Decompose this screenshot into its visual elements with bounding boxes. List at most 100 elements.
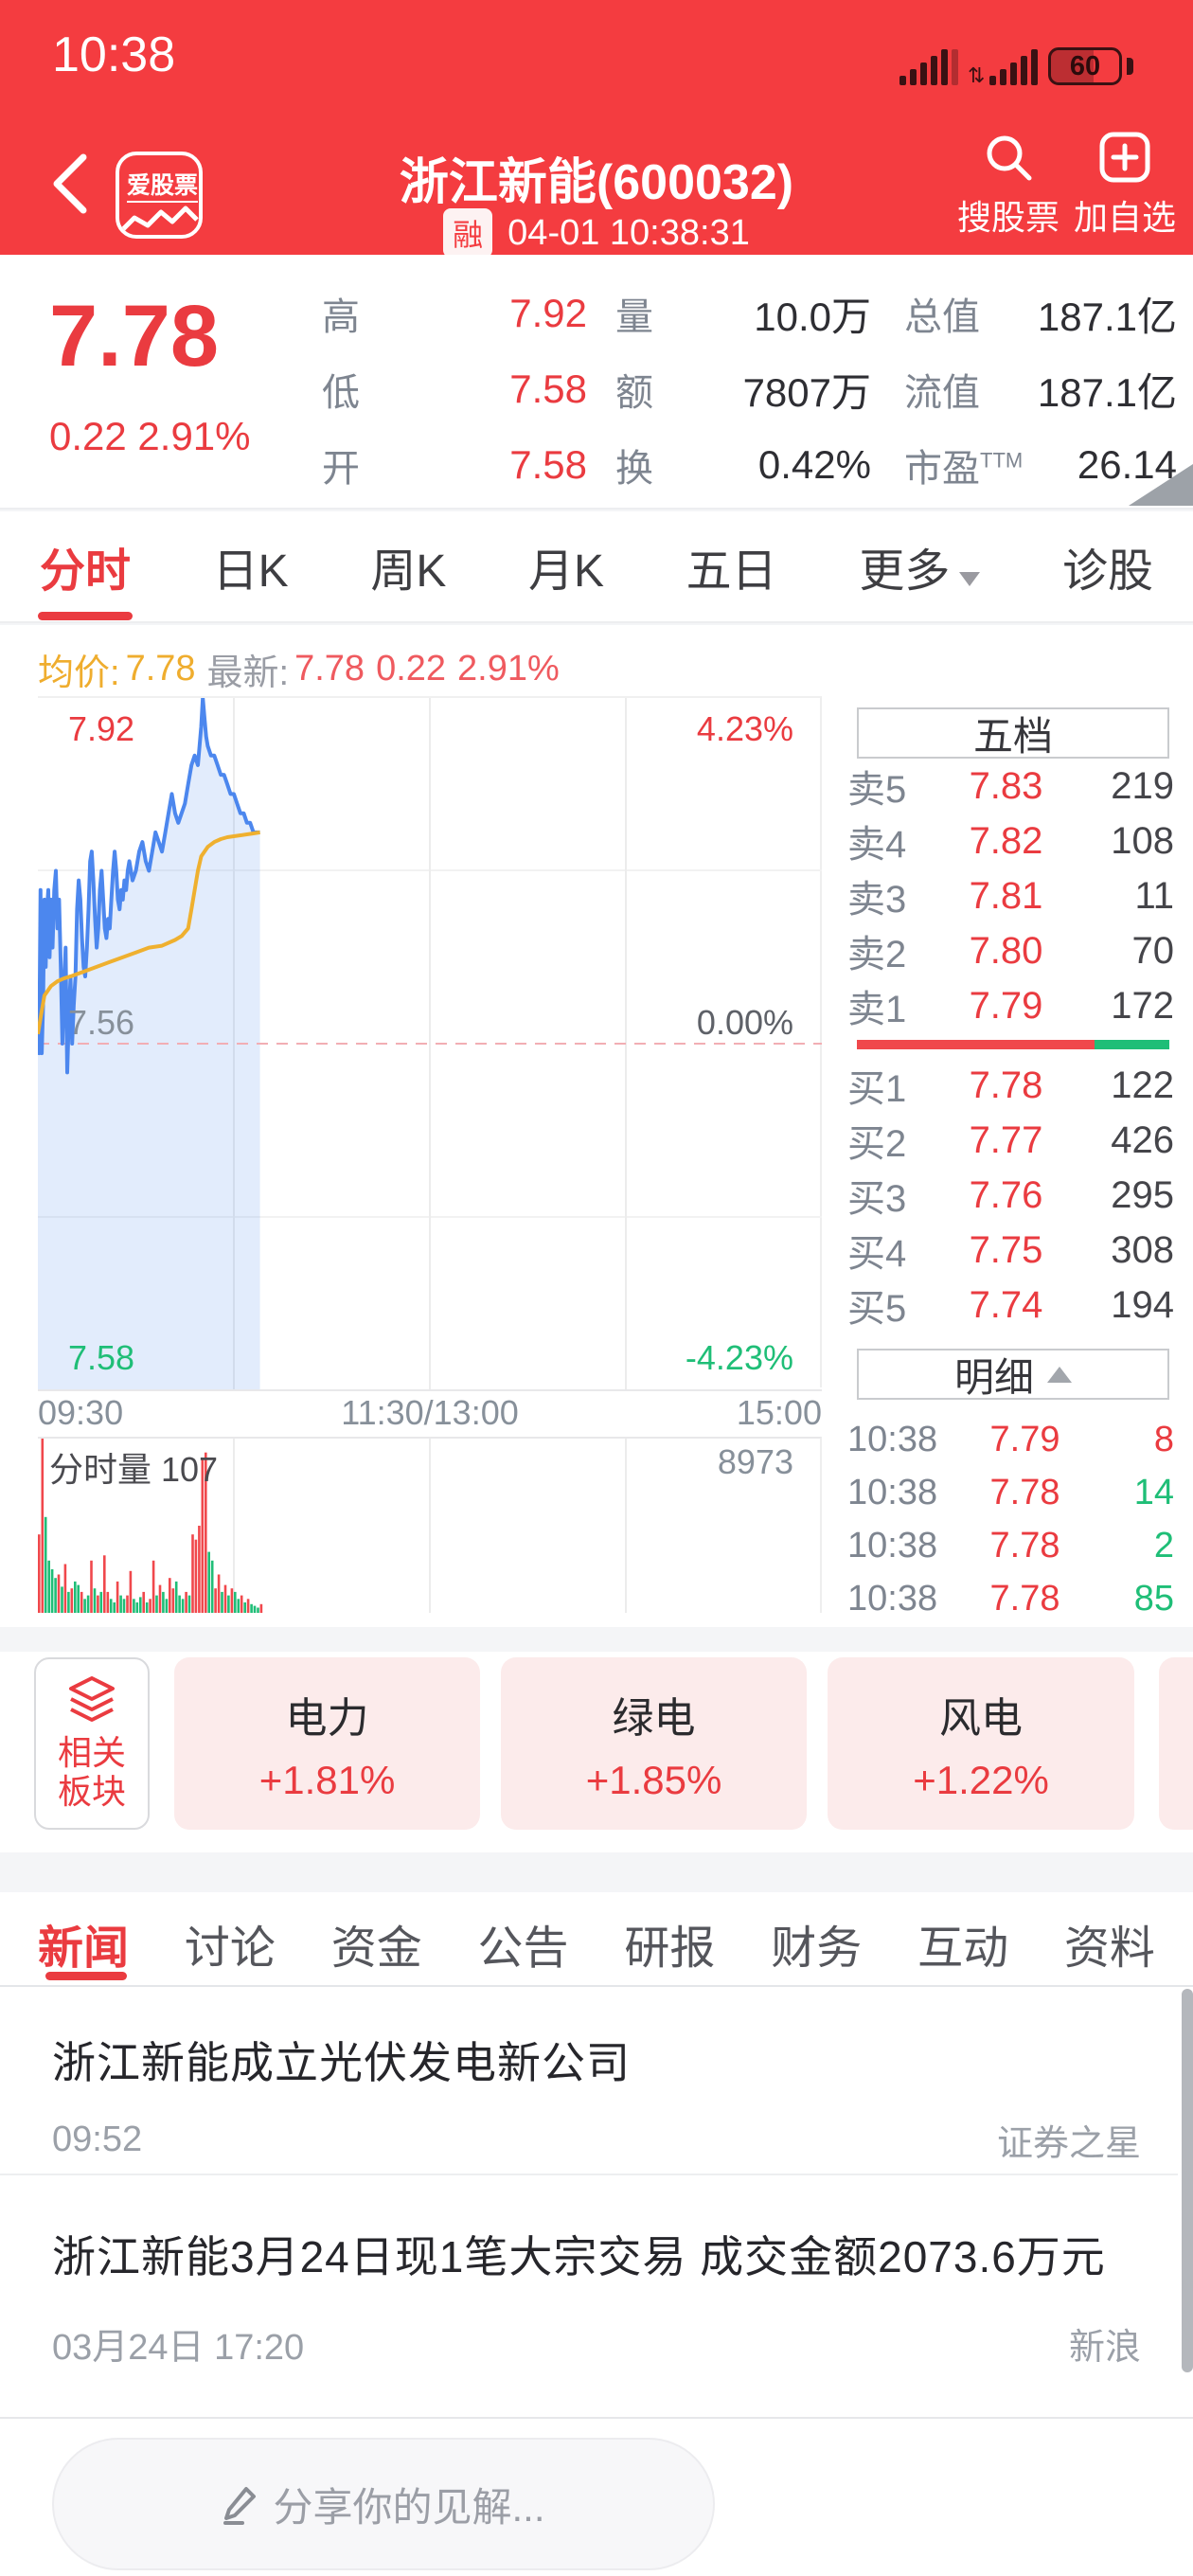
buy-level-row[interactable]: 买1 7.78 122 <box>847 1064 1174 1111</box>
related-sectors-label: 相关 板块 <box>57 1732 126 1811</box>
stat-high: 高 7.92 <box>322 291 587 338</box>
buy-level-row[interactable]: 买2 7.77 426 <box>847 1118 1174 1166</box>
comment-input[interactable]: 分享你的见解... <box>52 2438 715 2570</box>
add-watchlist-label: 加自选 <box>1073 198 1176 237</box>
news-item[interactable]: 浙江新能3月24日现1笔大宗交易 成交金额2073.6万元 03月24日 17:… <box>52 2232 1141 2368</box>
volume-pane[interactable]: 分时量 107 8973 <box>38 1437 822 1613</box>
news-tab-underline <box>45 1972 127 1980</box>
trade-detail-row: 10:38 7.78 14 <box>847 1472 1174 1512</box>
quote-datetime: 04-01 10:38:31 <box>507 212 750 253</box>
stat-marketcap: 总值 187.1亿 <box>904 294 1177 339</box>
tab-weekly-k[interactable]: 周K <box>370 546 447 597</box>
time-label-close: 15:00 <box>736 1393 822 1432</box>
sell-level-row[interactable]: 卖4 7.82 108 <box>847 819 1174 867</box>
page-title: 浙江新能(600032) <box>399 155 794 210</box>
order-book-header[interactable]: 五档 <box>857 707 1169 759</box>
margin-badge: 融 <box>443 208 493 258</box>
price-change: 0.22 2.91% <box>49 414 251 458</box>
sector-card-green-power[interactable]: 绿电 +1.85% <box>501 1657 807 1830</box>
add-watchlist-button[interactable]: 加自选 <box>1068 131 1182 240</box>
news-tab-funds[interactable]: 资金 <box>330 1923 422 1974</box>
chart-low-pct-label: -4.23% <box>685 1338 793 1377</box>
tab-five-day[interactable]: 五日 <box>686 546 777 597</box>
search-label: 搜股票 <box>956 198 1059 237</box>
signal-icon <box>899 47 958 85</box>
chevron-down-icon <box>959 572 981 586</box>
current-price: 7.78 <box>49 288 220 385</box>
search-button[interactable]: 搜股票 <box>952 131 1065 240</box>
chart-prevclose-label: 7.56 <box>68 1003 135 1042</box>
stat-floatcap: 流值 187.1亿 <box>904 369 1177 415</box>
volume-label: 分时量 107 <box>49 1450 219 1489</box>
news-tab-research[interactable]: 研报 <box>624 1923 716 1974</box>
buy-level-row[interactable]: 买5 7.74 194 <box>847 1283 1174 1331</box>
chart-high-pct-label: 4.23% <box>696 709 793 748</box>
chart-section <box>0 625 1193 1627</box>
comment-placeholder: 分享你的见解... <box>273 2484 545 2530</box>
news-tab-divider <box>0 1985 1193 1987</box>
buy-level-row[interactable]: 买4 7.75 308 <box>847 1228 1174 1276</box>
avg-value: 7.78 <box>125 648 196 689</box>
battery-icon: 60 <box>1048 47 1122 85</box>
tab-diagnose[interactable]: 诊股 <box>1061 546 1153 597</box>
trade-detail-header[interactable]: 明细 <box>857 1349 1169 1400</box>
time-axis: 09:30 11:30/13:00 15:00 <box>38 1389 822 1435</box>
stat-amount: 额 7807万 <box>615 369 871 415</box>
search-icon <box>987 135 1032 181</box>
latest-change: 0.22 <box>376 648 447 689</box>
news-tab-interact[interactable]: 互动 <box>917 1923 1009 1974</box>
avg-label: 均价: <box>38 653 120 693</box>
related-sectors-button[interactable]: 相关 板块 <box>34 1657 150 1830</box>
tab-intraday[interactable]: 分时 <box>40 546 132 597</box>
news-section <box>0 1892 1193 2417</box>
stat-open: 开 7.58 <box>322 442 587 490</box>
pencil-icon <box>223 2487 257 2525</box>
stat-volume: 量 10.0万 <box>615 294 871 339</box>
plus-icon <box>1099 132 1150 183</box>
stat-turnover: 换 0.42% <box>615 442 871 490</box>
intraday-chart[interactable]: 7.92 4.23% 7.56 0.00% 7.58 -4.23% <box>36 696 822 1389</box>
sell-level-row[interactable]: 卖2 7.80 70 <box>847 929 1174 976</box>
battery-percent: 60 <box>1069 51 1101 81</box>
status-bar: 10:38 ⇅ 60 <box>0 0 1193 112</box>
time-label-noon: 11:30/13:00 <box>341 1393 519 1432</box>
quote-panel[interactable]: 7.78 0.22 2.91% 高 7.92 低 7.58 开 7.58 量 10.0万… <box>0 255 1193 510</box>
chart-zero-pct-label: 0.00% <box>696 1003 793 1042</box>
news-tab-announce[interactable]: 公告 <box>477 1923 569 1974</box>
sector-card-partial[interactable] <box>1159 1657 1193 1830</box>
sell-level-row[interactable]: 卖1 7.79 172 <box>847 984 1174 1031</box>
buy-level-row[interactable]: 买3 7.76 295 <box>847 1173 1174 1221</box>
price-chart-svg <box>36 696 822 1389</box>
news-time: 09:52 <box>52 2120 143 2159</box>
app-logo-icon[interactable]: 爱股票 <box>116 152 203 239</box>
expand-corner-icon[interactable] <box>1129 464 1193 506</box>
news-tab-profile[interactable]: 资料 <box>1063 1923 1155 1974</box>
trade-detail-row: 10:38 7.78 2 <box>847 1525 1174 1565</box>
news-scrollbar[interactable] <box>1182 1989 1193 2372</box>
chart-low-label: 7.58 <box>68 1338 135 1377</box>
sector-card-wind-power[interactable]: 风电 +1.22% <box>828 1657 1134 1830</box>
tab-daily-k[interactable]: 日K <box>212 546 289 597</box>
sell-level-row[interactable]: 卖3 7.81 11 <box>847 874 1174 921</box>
sector-card-electric[interactable]: 电力 +1.81% <box>174 1657 480 1830</box>
news-tab-bar: 新闻 讨论 资金 公告 研报 财务 互动 资料 <box>0 1902 1193 1985</box>
tab-monthly-k[interactable]: 月K <box>528 546 605 597</box>
avg-latest-row: 均价: 7.78 最新: 7.78 0.22 2.91% <box>38 642 560 695</box>
news-item[interactable]: 浙江新能成立光伏发电新公司 09:52 证券之星 <box>0 1998 1178 2175</box>
news-source: 证券之星 <box>996 2124 1141 2164</box>
chart-tab-bar: 分时 日K 周K 月K 五日 更多 诊股 <box>0 511 1193 623</box>
bid-ask-ratio-bar <box>857 1040 1169 1049</box>
back-icon[interactable] <box>45 150 95 218</box>
trade-detail-row: 10:38 7.78 85 <box>847 1578 1174 1619</box>
signal2-icon: ⇅ <box>968 47 1039 86</box>
time-label-open: 09:30 <box>38 1393 124 1432</box>
app-bar: 爱股票 浙江新能(600032) 融 04-01 10:38:31 搜股票 加自… <box>0 112 1193 258</box>
chevron-up-icon <box>1047 1366 1072 1383</box>
news-tab-discuss[interactable]: 讨论 <box>184 1923 276 1974</box>
trade-detail-row: 10:38 7.79 8 <box>847 1419 1174 1459</box>
tab-more[interactable]: 更多 <box>859 533 981 599</box>
sell-level-row[interactable]: 卖5 7.83 219 <box>847 764 1174 812</box>
news-tab-news[interactable]: 新闻 <box>38 1923 130 1974</box>
news-tab-finance[interactable]: 财务 <box>771 1923 863 1974</box>
